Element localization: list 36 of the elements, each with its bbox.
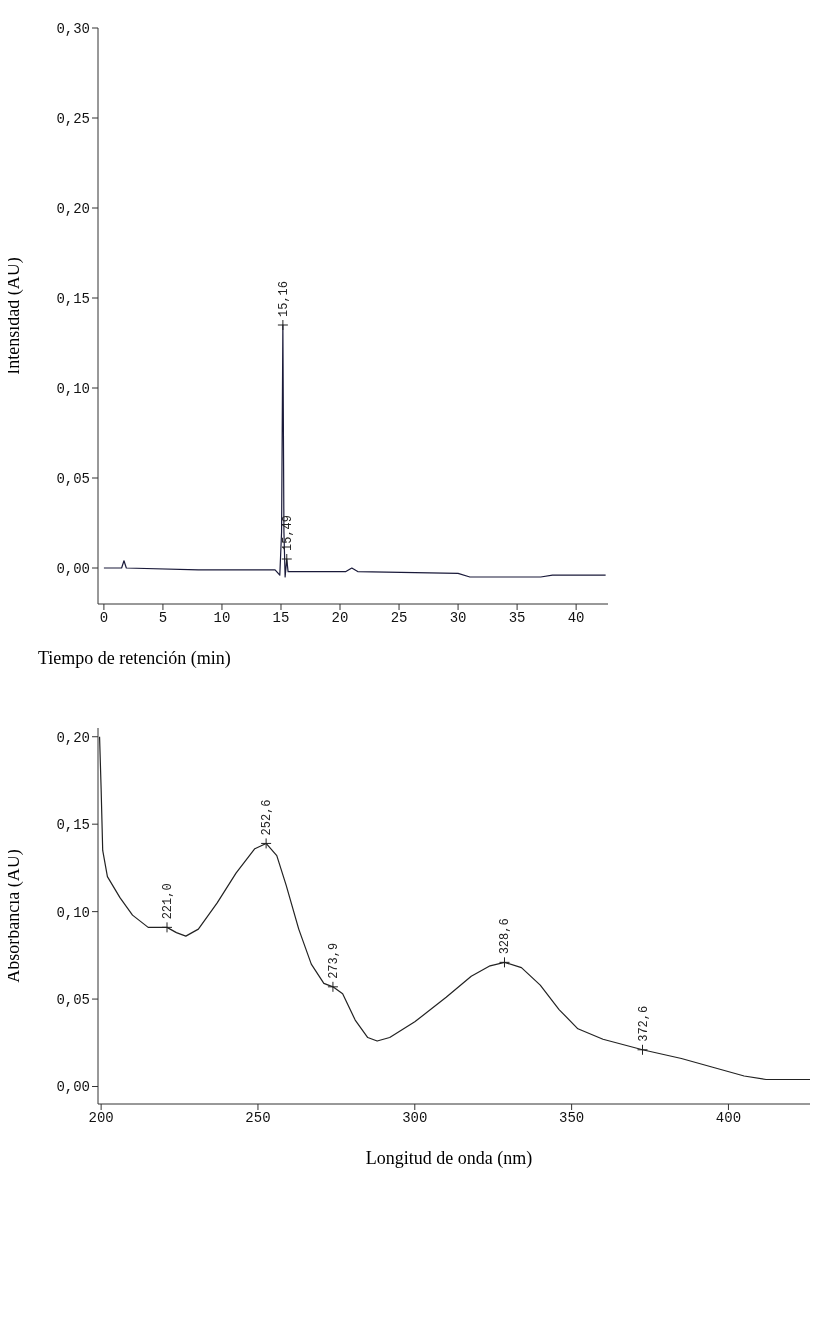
x-axis-title: Longitud de onda (nm) — [364, 1148, 534, 1169]
y-tick-label: 0,15 — [56, 817, 90, 834]
x-tick-label: 5 — [158, 609, 168, 626]
y-tick-label: 0,15 — [56, 290, 90, 307]
x-tick-label: 350 — [559, 1109, 585, 1126]
y-tick-label: 0,30 — [56, 20, 90, 37]
x-tick-label: 30 — [449, 609, 467, 626]
annotation: 273,9 — [326, 942, 341, 979]
x-tick-label: 400 — [715, 1109, 742, 1126]
x-axis-title: Tiempo de retención (min) — [37, 648, 232, 669]
annotation: 15,49 — [280, 514, 295, 551]
annotation: 252,6 — [260, 799, 275, 836]
x-tick-label: 15 — [272, 609, 290, 626]
annotation: 328,6 — [498, 918, 513, 955]
y-tick-label: 0,00 — [56, 1079, 90, 1096]
annotation: 15,16 — [276, 280, 291, 317]
x-tick-label: 300 — [402, 1109, 428, 1126]
x-tick-label: 35 — [508, 609, 526, 626]
y-tick-label: 0,10 — [56, 380, 90, 397]
x-tick-label: 10 — [213, 609, 231, 626]
y-tick-label: 0,10 — [56, 904, 90, 921]
y-tick-label: 0,20 — [56, 729, 90, 746]
x-tick-label: 25 — [390, 609, 408, 626]
annotation: 221,0 — [161, 883, 175, 920]
y-tick-label: 0,05 — [56, 470, 90, 487]
x-tick-label: 40 — [567, 609, 585, 626]
x-tick-label: 250 — [245, 1109, 271, 1126]
y-tick-label: 0,00 — [56, 560, 90, 577]
x-tick-label: 0 — [99, 609, 109, 626]
y-tick-label: 0,20 — [56, 200, 90, 217]
y-tick-label: 0,05 — [56, 992, 90, 1009]
x-tick-label: 20 — [331, 609, 349, 626]
y-tick-label: 0,25 — [56, 110, 90, 127]
x-tick-label: 200 — [88, 1109, 114, 1126]
annotation: 372,6 — [636, 1005, 651, 1042]
line-series — [98, 736, 810, 1081]
